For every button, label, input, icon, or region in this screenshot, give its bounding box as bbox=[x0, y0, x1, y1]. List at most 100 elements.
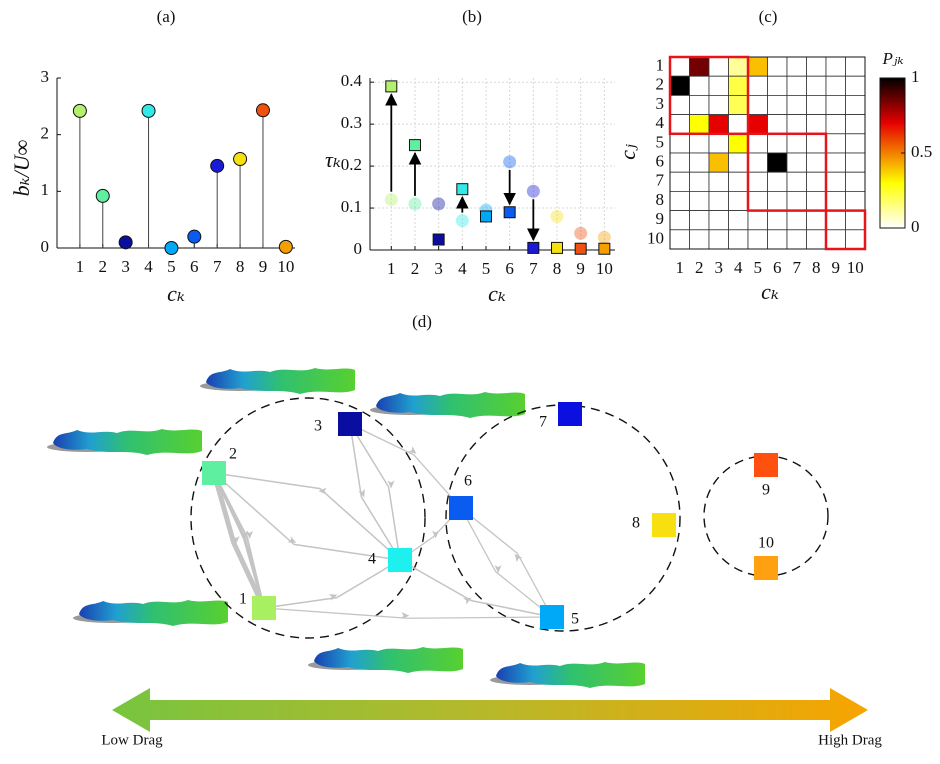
y-tick-label: 6 bbox=[656, 152, 665, 171]
matrix-cell bbox=[708, 210, 729, 231]
point bbox=[550, 209, 564, 223]
x-tick-label: 7 bbox=[529, 259, 538, 278]
transition-edge bbox=[263, 559, 401, 609]
matrix-cell bbox=[708, 95, 729, 116]
matrix-cell bbox=[767, 152, 788, 173]
x-axis-label: cₖ bbox=[488, 281, 506, 306]
matrix-cell bbox=[786, 171, 807, 192]
node-label: 5 bbox=[571, 611, 579, 628]
point bbox=[574, 226, 588, 240]
y-tick-label: 3 bbox=[656, 94, 665, 113]
transition-edge bbox=[213, 472, 265, 609]
matrix-cell bbox=[708, 114, 729, 135]
y-tick-label: 0.4 bbox=[341, 71, 363, 90]
matrix-cell bbox=[806, 210, 827, 231]
matrix-cell bbox=[708, 133, 729, 154]
cluster-node bbox=[252, 596, 276, 620]
point bbox=[598, 242, 611, 255]
node-label: 2 bbox=[229, 446, 237, 463]
wake-image bbox=[490, 662, 645, 688]
y-tick-label: 9 bbox=[656, 209, 665, 228]
stem-marker bbox=[72, 103, 87, 118]
node-label: 8 bbox=[632, 515, 640, 532]
matrix-cell bbox=[728, 171, 749, 192]
cluster-node bbox=[652, 513, 676, 537]
wake-image bbox=[47, 429, 202, 455]
x-tick-label: 7 bbox=[213, 257, 222, 276]
matrix-cell bbox=[689, 210, 710, 231]
matrix-frame bbox=[669, 56, 866, 250]
node-label: 3 bbox=[314, 418, 322, 435]
matrix-cell bbox=[747, 152, 768, 173]
x-tick-label: 2 bbox=[411, 259, 420, 278]
cluster-circle bbox=[190, 397, 426, 639]
point bbox=[456, 183, 469, 196]
wake-image bbox=[200, 368, 355, 394]
cluster-node bbox=[338, 412, 362, 436]
y-axis-label: τₖ bbox=[325, 147, 341, 172]
node-label: 7 bbox=[539, 414, 547, 431]
node-label: 6 bbox=[464, 473, 472, 490]
matrix-cell bbox=[747, 190, 768, 211]
y-tick-label: 2 bbox=[656, 75, 665, 94]
transition-edge bbox=[399, 559, 553, 618]
cluster-node bbox=[449, 496, 473, 520]
matrix-cell bbox=[728, 114, 749, 135]
y-tick-label: 0.1 bbox=[341, 197, 362, 216]
matrix-cell bbox=[845, 229, 866, 250]
matrix-cell bbox=[806, 95, 827, 116]
matrix-cell bbox=[786, 56, 807, 77]
matrix-cell bbox=[786, 152, 807, 173]
point bbox=[574, 242, 587, 255]
point bbox=[479, 210, 492, 223]
matrix-cell bbox=[669, 190, 690, 211]
panel-title: (d) bbox=[412, 312, 432, 331]
colorbar-label: Pⱼₖ bbox=[881, 49, 903, 68]
stem-marker bbox=[278, 239, 293, 254]
x-tick-label: 8 bbox=[812, 258, 821, 277]
matrix-cell bbox=[708, 171, 729, 192]
matrix-cell bbox=[767, 95, 788, 116]
matrix-cell bbox=[747, 95, 768, 116]
matrix-cell bbox=[669, 210, 690, 231]
point bbox=[526, 184, 540, 198]
matrix-cell bbox=[845, 152, 866, 173]
matrix-cell bbox=[669, 75, 690, 96]
y-tick-label: 10 bbox=[647, 228, 664, 247]
cluster-node bbox=[754, 453, 778, 477]
matrix-cell bbox=[786, 190, 807, 211]
matrix-cell bbox=[825, 95, 846, 116]
matrix-cell bbox=[689, 133, 710, 154]
matrix-cell bbox=[825, 210, 846, 231]
matrix-cell bbox=[767, 171, 788, 192]
matrix-cell bbox=[825, 171, 846, 192]
x-tick-label: 5 bbox=[482, 259, 491, 278]
matrix-cell bbox=[669, 133, 690, 154]
cluster-circles bbox=[190, 397, 829, 639]
wake-image bbox=[73, 600, 228, 626]
cluster-node bbox=[754, 556, 778, 580]
matrix-cell bbox=[806, 133, 827, 154]
panel-title: (b) bbox=[462, 7, 482, 26]
matrix-cell bbox=[767, 75, 788, 96]
point bbox=[527, 241, 540, 254]
x-tick-label: 4 bbox=[144, 257, 153, 276]
matrix-cell bbox=[786, 229, 807, 250]
high-drag-label: High Drag bbox=[818, 732, 882, 748]
matrix-cell bbox=[728, 152, 749, 173]
transition-edges bbox=[211, 423, 553, 620]
matrix-cell bbox=[786, 75, 807, 96]
matrix-cell bbox=[728, 75, 749, 96]
matrix-cell bbox=[825, 56, 846, 77]
matrix-cell bbox=[728, 133, 749, 154]
point bbox=[432, 233, 445, 246]
x-tick-label: 3 bbox=[121, 257, 130, 276]
x-tick-label: 6 bbox=[773, 258, 782, 277]
x-tick-label: 2 bbox=[99, 257, 108, 276]
x-tick-label: 10 bbox=[847, 258, 864, 277]
panel-title: (a) bbox=[157, 7, 176, 26]
point bbox=[384, 193, 398, 207]
x-tick-label: 10 bbox=[277, 257, 294, 276]
panel-title: (c) bbox=[759, 7, 778, 26]
